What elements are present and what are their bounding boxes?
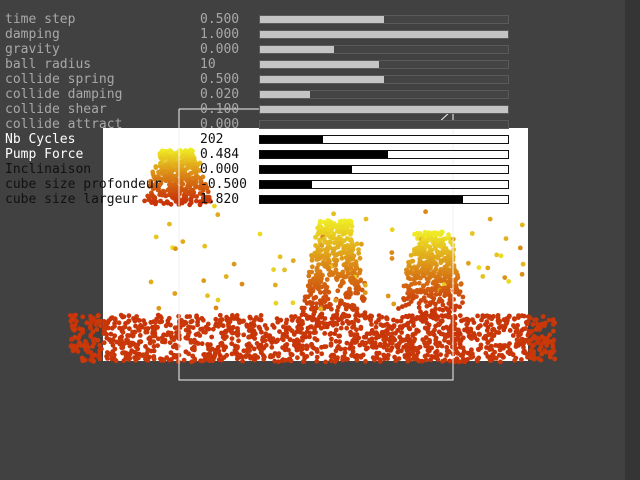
param-row-nb-cycles: Nb Cycles 202 <box>0 132 520 147</box>
param-value-cube-size-profondeur: -0.500 <box>200 177 247 192</box>
param-row-inclinaison: Inclinaison 0.000 <box>0 162 520 177</box>
param-slider-fill-cube-size-profondeur <box>260 181 313 188</box>
param-slider-fill-pump-force <box>260 151 388 158</box>
param-slider-collide-damping[interactable] <box>259 90 509 99</box>
param-value-gravity: 0.000 <box>200 42 240 57</box>
param-slider-cube-size-largeur[interactable] <box>259 195 509 204</box>
param-value-time-step: 0.500 <box>200 12 240 27</box>
param-slider-time-step[interactable] <box>259 15 509 24</box>
param-value-pump-force: 0.484 <box>200 147 240 162</box>
param-slider-nb-cycles[interactable] <box>259 135 509 144</box>
param-slider-gravity[interactable] <box>259 45 509 54</box>
param-label-inclinaison: Inclinaison <box>5 162 92 177</box>
param-slider-collide-shear[interactable] <box>259 105 509 114</box>
param-slider-fill-damping <box>260 31 508 38</box>
param-value-collide-shear: 0.100 <box>200 102 240 117</box>
param-value-damping: 1.000 <box>200 27 240 42</box>
param-slider-fill-nb-cycles <box>260 136 323 143</box>
param-row-pump-force: Pump Force 0.484 <box>0 147 520 162</box>
param-slider-collide-spring[interactable] <box>259 75 509 84</box>
param-slider-fill-time-step <box>260 16 384 23</box>
param-slider-fill-collide-damping <box>260 91 310 98</box>
param-value-collide-attract: 0.000 <box>200 117 240 132</box>
param-slider-fill-collide-shear <box>260 106 508 113</box>
param-slider-fill-inclinaison <box>260 166 352 173</box>
param-slider-damping[interactable] <box>259 30 509 39</box>
param-value-collide-spring: 0.500 <box>200 72 240 87</box>
param-row-time-step: time step 0.500 <box>0 12 520 27</box>
param-slider-inclinaison[interactable] <box>259 165 509 174</box>
param-label-pump-force: Pump Force <box>5 147 84 162</box>
param-label-collide-shear: collide shear <box>5 102 107 117</box>
param-value-collide-damping: 0.020 <box>200 87 240 102</box>
param-row-cube-size-profondeur: cube size profondeur -0.500 <box>0 177 520 192</box>
param-label-cube-size-profondeur: cube size profondeur <box>5 177 162 192</box>
param-value-nb-cycles: 202 <box>200 132 224 147</box>
param-row-collide-shear: collide shear 0.100 <box>0 102 520 117</box>
param-label-gravity: gravity <box>5 42 60 57</box>
param-value-cube-size-largeur: 1.820 <box>200 192 240 207</box>
param-label-collide-spring: collide spring <box>5 72 115 87</box>
param-row-ball-radius: ball radius 10 <box>0 57 520 72</box>
param-slider-fill-gravity <box>260 46 335 53</box>
param-slider-ball-radius[interactable] <box>259 60 509 69</box>
param-label-nb-cycles: Nb Cycles <box>5 132 76 147</box>
param-row-collide-spring: collide spring 0.500 <box>0 72 520 87</box>
param-label-time-step: time step <box>5 12 76 27</box>
param-row-cube-size-largeur: cube size largeur 1.820 <box>0 192 520 207</box>
param-value-inclinaison: 0.000 <box>200 162 240 177</box>
param-slider-fill-ball-radius <box>260 61 380 68</box>
param-slider-cube-size-profondeur[interactable] <box>259 180 509 189</box>
param-slider-pump-force[interactable] <box>259 150 509 159</box>
param-label-ball-radius: ball radius <box>5 57 92 72</box>
param-value-ball-radius: 10 <box>200 57 216 72</box>
param-label-collide-damping: collide damping <box>5 87 123 102</box>
param-row-damping: damping 1.000 <box>0 27 520 42</box>
param-label-collide-attract: collide attract <box>5 117 123 132</box>
param-slider-fill-collide-spring <box>260 76 384 83</box>
particle-cloud <box>67 147 558 365</box>
param-slider-collide-attract[interactable] <box>259 120 509 129</box>
param-row-collide-attract: collide attract 0.000 <box>0 117 520 132</box>
window-edge <box>625 0 640 480</box>
param-row-collide-damping: collide damping 0.020 <box>0 87 520 102</box>
param-label-damping: damping <box>5 27 60 42</box>
param-label-cube-size-largeur: cube size largeur <box>5 192 139 207</box>
param-slider-fill-cube-size-largeur <box>260 196 464 203</box>
param-row-gravity: gravity 0.000 <box>0 42 520 57</box>
